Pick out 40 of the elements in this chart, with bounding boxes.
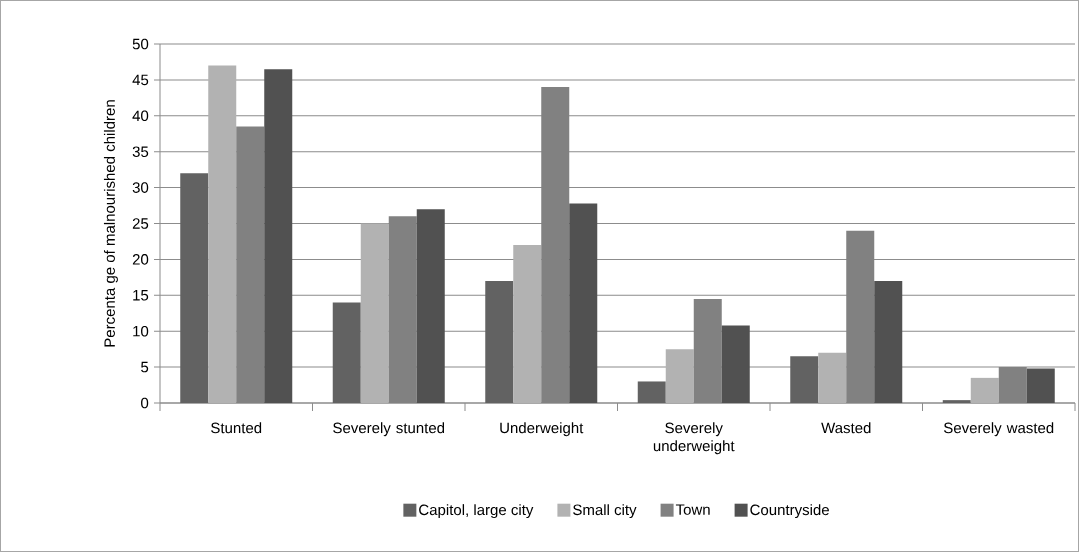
bar (264, 69, 293, 403)
bar (485, 280, 514, 403)
x-tick-label: Severely underweight (653, 422, 735, 455)
bar (208, 65, 237, 403)
bar (637, 381, 666, 403)
x-tick-label: Underweight (500, 422, 584, 437)
bar (360, 223, 389, 403)
bar (790, 356, 819, 403)
x-tick-label: Stunted (211, 422, 262, 434)
legend-label: Countryside (750, 504, 829, 519)
y-tick-label: 45 (132, 74, 149, 86)
y-tick-label: 5 (141, 361, 149, 373)
bar (180, 173, 209, 403)
y-axis-title: Percenta ge of malnourished children (103, 100, 118, 347)
x-tick-label: Severely wasted (943, 422, 1054, 437)
x-tick-label: Severely stunted (333, 422, 445, 437)
bar (332, 302, 361, 403)
y-tick-label: 10 (133, 325, 149, 337)
bar (513, 245, 542, 403)
bar (874, 280, 903, 403)
bar (416, 209, 445, 403)
bar (569, 203, 598, 403)
legend-label: Town (675, 504, 710, 515)
bar (721, 325, 750, 403)
y-tick-label: 40 (132, 110, 149, 122)
y-tick-label: 30 (132, 182, 149, 193)
bar (665, 349, 694, 403)
bar (1026, 368, 1055, 403)
legend-label: Small city (573, 504, 637, 519)
y-tick-label: 35 (132, 146, 149, 158)
y-tick-label: 20 (132, 254, 149, 265)
legend-label: Capitol, large city (419, 504, 534, 519)
y-tick-label: 50 (132, 38, 149, 50)
bar (970, 377, 999, 403)
y-tick-label: 15 (133, 290, 149, 301)
y-tick-label: 0 (141, 397, 149, 409)
y-tick-label: 25 (132, 218, 149, 229)
bar (818, 352, 847, 403)
bar (942, 400, 971, 403)
x-tick-label: Wasted (821, 422, 871, 434)
